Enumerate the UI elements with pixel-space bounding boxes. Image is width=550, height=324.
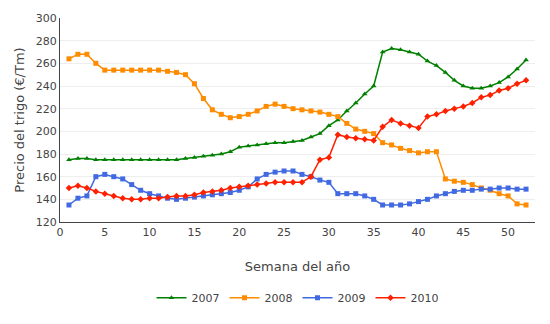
svg-text:2008: 2008 [265, 292, 293, 305]
svg-text:160: 160 [36, 171, 57, 184]
svg-text:20: 20 [232, 226, 246, 239]
svg-text:260: 260 [36, 57, 57, 70]
svg-text:0: 0 [57, 226, 64, 239]
svg-text:140: 140 [36, 193, 57, 206]
svg-text:200: 200 [36, 125, 57, 138]
svg-text:2009: 2009 [338, 292, 366, 305]
svg-text:40: 40 [411, 226, 425, 239]
svg-text:35: 35 [367, 226, 381, 239]
svg-text:Semana del año: Semana del año [245, 259, 350, 274]
svg-text:5: 5 [101, 226, 108, 239]
svg-text:240: 240 [36, 80, 57, 93]
svg-text:15: 15 [187, 226, 201, 239]
svg-text:30: 30 [322, 226, 336, 239]
svg-text:45: 45 [456, 226, 470, 239]
svg-text:Precio del trigo (€/Tm): Precio del trigo (€/Tm) [12, 47, 27, 192]
svg-text:280: 280 [36, 35, 57, 48]
svg-text:10: 10 [143, 226, 157, 239]
svg-text:50: 50 [501, 226, 515, 239]
svg-text:120: 120 [36, 216, 57, 229]
svg-text:2007: 2007 [192, 292, 220, 305]
svg-text:220: 220 [36, 103, 57, 116]
svg-text:180: 180 [36, 148, 57, 161]
svg-text:2010: 2010 [411, 292, 439, 305]
svg-text:25: 25 [277, 226, 291, 239]
svg-text:300: 300 [36, 12, 57, 25]
